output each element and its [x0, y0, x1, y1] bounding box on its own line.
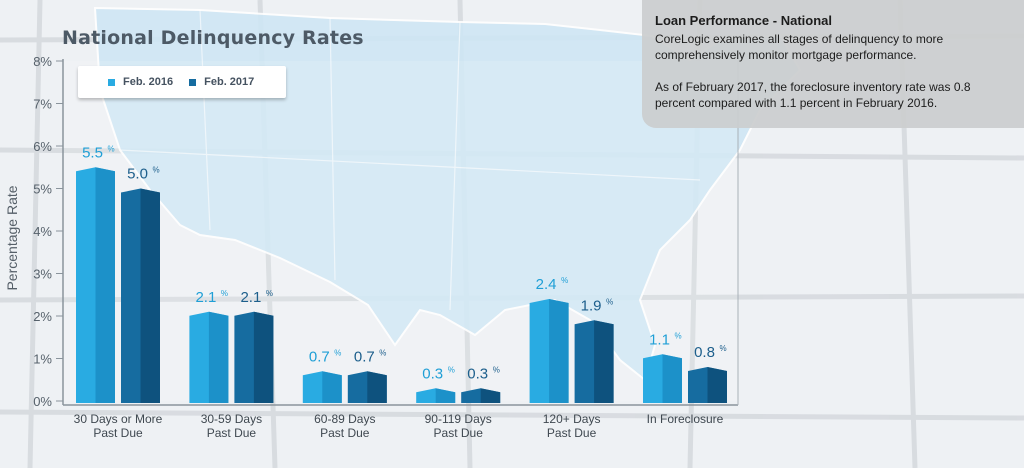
x-tick-label: Past Due [320, 426, 370, 440]
data-label-percent: % [379, 348, 386, 357]
bar-shade-2016-0 [95, 167, 115, 403]
data-label: 0.3 [422, 365, 443, 382]
bar-shade-2017-1 [253, 311, 274, 403]
chart-legend: Feb. 2016 Feb. 2017 [78, 66, 286, 98]
chart-title: National Delinquency Rates [62, 27, 364, 49]
y-tick-label: 3% [33, 267, 52, 282]
bar-shade-2016-1 [208, 311, 229, 403]
bar-shade-2016-3 [435, 388, 456, 403]
legend-item-2017: Feb. 2017 [189, 76, 254, 88]
y-tick-label: 7% [33, 97, 52, 112]
y-axis-label: Percentage Rate [4, 185, 20, 291]
x-tick-label: Past Due [434, 426, 484, 440]
data-label: 0.7 [309, 348, 330, 365]
data-label-percent: % [675, 331, 682, 340]
y-tick-label: 0% [33, 394, 52, 409]
info-panel: Loan Performance - National CoreLogic ex… [642, 0, 1024, 128]
data-label-percent: % [720, 344, 727, 353]
data-label: 1.1 [649, 331, 670, 348]
data-label: 0.8 [694, 344, 715, 361]
y-tick-label: 4% [33, 224, 52, 239]
bar-shade-2017-4 [594, 320, 614, 403]
data-label: 1.9 [581, 297, 602, 314]
bar-shade-2016-2 [322, 371, 342, 403]
y-tick-label: 8% [33, 54, 52, 69]
plot-area [63, 61, 738, 401]
x-tick-label: Past Due [547, 426, 597, 440]
data-label-percent: % [448, 365, 455, 374]
data-label-percent: % [221, 289, 228, 298]
legend-swatch-2016 [108, 78, 115, 86]
data-label-percent: % [561, 276, 568, 285]
x-tick-label: Past Due [207, 426, 257, 440]
x-tick-label: 120+ Days [543, 412, 601, 426]
bar-shade-2017-5 [707, 367, 727, 403]
x-tick-label: 90-119 Days [425, 412, 492, 426]
data-label: 0.3 [467, 365, 488, 382]
info-heading: Loan Performance - National [655, 13, 832, 28]
bar-shade-2016-5 [662, 354, 682, 403]
legend-label-2017: Feb. 2017 [204, 76, 255, 88]
legend-label-2016: Feb. 2016 [123, 76, 174, 88]
data-label-percent: % [493, 365, 500, 374]
data-label: 2.4 [536, 276, 557, 293]
y-tick-label: 5% [33, 182, 52, 197]
data-label-percent: % [266, 289, 273, 298]
x-tick-label: In Foreclosure [647, 412, 724, 426]
x-tick-label: 30 Days or More [74, 412, 163, 426]
bar-shade-2017-0 [140, 188, 160, 403]
data-label-percent: % [606, 297, 613, 306]
x-tick-label: 60-89 Days [314, 412, 375, 426]
data-label: 2.1 [240, 289, 261, 306]
info-paragraph-1: CoreLogic examines all stages of delinqu… [655, 32, 944, 62]
bar-shade-2017-3 [480, 388, 501, 403]
data-label: 5.0 [127, 166, 148, 183]
y-tick-label: 6% [33, 139, 52, 154]
data-label-percent: % [153, 166, 160, 175]
y-tick-label: 1% [33, 352, 52, 367]
data-label: 5.5 [82, 144, 103, 161]
x-tick-label: Past Due [93, 426, 143, 440]
data-label: 2.1 [195, 289, 216, 306]
data-label-percent: % [334, 348, 341, 357]
x-tick-label: 30-59 Days [201, 412, 262, 426]
legend-item-2016: Feb. 2016 [108, 76, 173, 88]
bar-shade-2017-2 [367, 371, 387, 403]
data-label-percent: % [108, 144, 115, 153]
y-tick-label: 2% [33, 309, 52, 324]
bar-shade-2016-4 [549, 299, 569, 403]
data-label: 0.7 [354, 348, 375, 365]
legend-swatch-2017 [189, 78, 197, 86]
info-paragraph-2: As of February 2017, the foreclosure inv… [655, 80, 971, 110]
